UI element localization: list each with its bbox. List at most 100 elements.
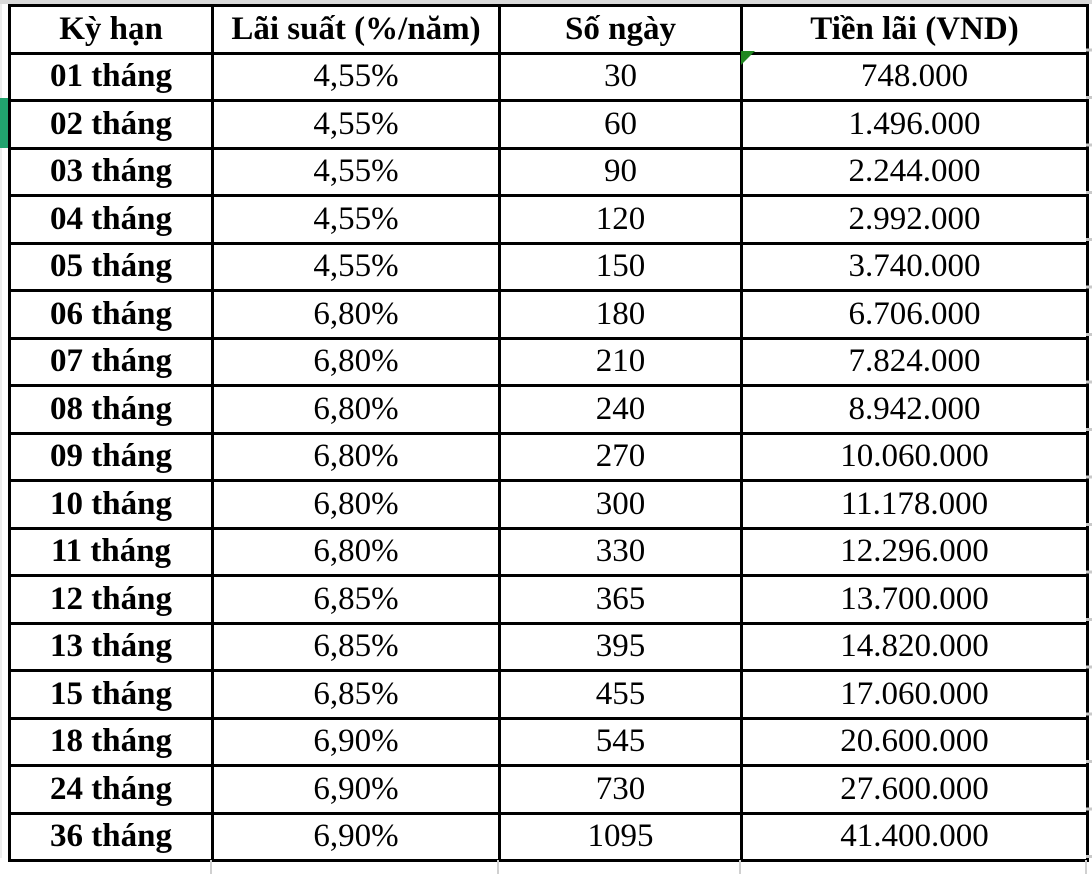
cell-rate[interactable]: 6,80% — [211, 479, 501, 530]
cell-interest[interactable]: 27.600.000 — [740, 764, 1089, 815]
table-row: 02 tháng 4,55% 60 1.496.000 — [8, 99, 1089, 150]
cell-interest[interactable]: 10.060.000 — [740, 431, 1089, 482]
cell-days[interactable]: 150 — [498, 241, 743, 292]
cell-interest[interactable]: 2.244.000 — [740, 146, 1089, 197]
cell-interest[interactable]: 14.820.000 — [740, 621, 1089, 672]
cropped-bottom-gridline — [210, 860, 212, 874]
cell-rate[interactable]: 6,90% — [211, 716, 501, 767]
cell-rate[interactable]: 6,80% — [211, 431, 501, 482]
cell-days[interactable]: 240 — [498, 384, 743, 435]
cell-days[interactable]: 545 — [498, 716, 743, 767]
cropped-right-gridline-stubs — [1086, 4, 1092, 858]
cell-term[interactable]: 10 tháng — [8, 479, 214, 530]
cell-rate[interactable]: 6,85% — [211, 621, 501, 672]
header-row: Kỳ hạn Lãi suất (%/năm) Số ngày Tiền lãi… — [8, 4, 1089, 55]
cell-term[interactable]: 08 tháng — [8, 384, 214, 435]
table-row: 13 tháng 6,85% 395 14.820.000 — [8, 621, 1089, 672]
table-row: 18 tháng 6,90% 545 20.600.000 — [8, 716, 1089, 767]
table-row: 15 tháng 6,85% 455 17.060.000 — [8, 669, 1089, 720]
cropped-bottom-gridline — [497, 860, 499, 874]
cell-rate[interactable]: 6,90% — [211, 811, 501, 862]
cell-interest[interactable]: 13.700.000 — [740, 574, 1089, 625]
cell-rate[interactable]: 4,55% — [211, 194, 501, 245]
table-row: 07 tháng 6,80% 210 7.824.000 — [8, 336, 1089, 387]
cell-days[interactable]: 270 — [498, 431, 743, 482]
cell-rate[interactable]: 4,55% — [211, 241, 501, 292]
cell-term[interactable]: 36 tháng — [8, 811, 214, 862]
cell-rate[interactable]: 4,55% — [211, 99, 501, 150]
cell-days[interactable]: 60 — [498, 99, 743, 150]
cropped-bottom-gridline — [739, 860, 741, 874]
cell-rate[interactable]: 6,85% — [211, 669, 501, 720]
cell-days[interactable]: 365 — [498, 574, 743, 625]
table-row: 03 tháng 4,55% 90 2.244.000 — [8, 146, 1089, 197]
cell-term[interactable]: 12 tháng — [8, 574, 214, 625]
cell-term[interactable]: 05 tháng — [8, 241, 214, 292]
cell-days[interactable]: 300 — [498, 479, 743, 530]
cell-interest[interactable]: 20.600.000 — [740, 716, 1089, 767]
cell-days[interactable]: 330 — [498, 526, 743, 577]
cell-term[interactable]: 06 tháng — [8, 289, 214, 340]
interest-rate-table: Kỳ hạn Lãi suất (%/năm) Số ngày Tiền lãi… — [8, 4, 1089, 862]
cell-interest[interactable]: 41.400.000 — [740, 811, 1089, 862]
cell-interest[interactable]: 12.296.000 — [740, 526, 1089, 577]
cell-interest[interactable]: 8.942.000 — [740, 384, 1089, 435]
table-row: 11 tháng 6,80% 330 12.296.000 — [8, 526, 1089, 577]
header-cell-interest[interactable]: Tiền lãi (VND) — [740, 4, 1089, 55]
cell-term[interactable]: 15 tháng — [8, 669, 214, 720]
table-row: 04 tháng 4,55% 120 2.992.000 — [8, 194, 1089, 245]
cell-rate[interactable]: 6,85% — [211, 574, 501, 625]
cell-term[interactable]: 18 tháng — [8, 716, 214, 767]
table-row: 06 tháng 6,80% 180 6.706.000 — [8, 289, 1089, 340]
table-row: 01 tháng 4,55% 30 748.000 — [8, 51, 1089, 102]
cell-term[interactable]: 04 tháng — [8, 194, 214, 245]
cell-term[interactable]: 02 tháng — [8, 99, 214, 150]
cell-term[interactable]: 07 tháng — [8, 336, 214, 387]
cropped-top-gridline-strip — [0, 0, 1092, 4]
table-row: 05 tháng 4,55% 150 3.740.000 — [8, 241, 1089, 292]
cell-rate[interactable]: 4,55% — [211, 51, 501, 102]
header-cell-rate[interactable]: Lãi suất (%/năm) — [211, 4, 501, 55]
cell-days[interactable]: 455 — [498, 669, 743, 720]
cell-days[interactable]: 90 — [498, 146, 743, 197]
cell-term[interactable]: 24 tháng — [8, 764, 214, 815]
table-row: 36 tháng 6,90% 1095 41.400.000 — [8, 811, 1089, 862]
cell-rate[interactable]: 4,55% — [211, 146, 501, 197]
header-cell-term[interactable]: Kỳ hạn — [8, 4, 214, 55]
row-selection-indicator — [0, 98, 8, 148]
cell-interest[interactable]: 17.060.000 — [740, 669, 1089, 720]
cell-interest[interactable]: 2.992.000 — [740, 194, 1089, 245]
cropped-bottom-gridline — [1085, 860, 1087, 874]
cell-interest[interactable]: 6.706.000 — [740, 289, 1089, 340]
cell-rate[interactable]: 6,80% — [211, 384, 501, 435]
cell-term[interactable]: 01 tháng — [8, 51, 214, 102]
table-row: 09 tháng 6,80% 270 10.060.000 — [8, 431, 1089, 482]
cell-term[interactable]: 13 tháng — [8, 621, 214, 672]
cell-days[interactable]: 180 — [498, 289, 743, 340]
cell-interest[interactable]: 3.740.000 — [740, 241, 1089, 292]
cell-term[interactable]: 03 tháng — [8, 146, 214, 197]
cell-days[interactable]: 730 — [498, 764, 743, 815]
cropped-left-edge — [0, 4, 2, 858]
cell-term[interactable]: 11 tháng — [8, 526, 214, 577]
cell-rate[interactable]: 6,90% — [211, 764, 501, 815]
cell-days[interactable]: 1095 — [498, 811, 743, 862]
cell-interest[interactable]: 1.496.000 — [740, 99, 1089, 150]
table-row: 12 tháng 6,85% 365 13.700.000 — [8, 574, 1089, 625]
cell-rate[interactable]: 6,80% — [211, 289, 501, 340]
cell-days[interactable]: 120 — [498, 194, 743, 245]
cell-days[interactable]: 395 — [498, 621, 743, 672]
cell-flag-triangle-icon — [741, 51, 755, 65]
table-row: 24 tháng 6,90% 730 27.600.000 — [8, 764, 1089, 815]
cell-interest[interactable]: 7.824.000 — [740, 336, 1089, 387]
cell-interest[interactable]: 11.178.000 — [740, 479, 1089, 530]
cell-days[interactable]: 30 — [498, 51, 743, 102]
cell-days[interactable]: 210 — [498, 336, 743, 387]
table-row: 08 tháng 6,80% 240 8.942.000 — [8, 384, 1089, 435]
header-cell-days[interactable]: Số ngày — [498, 4, 743, 55]
cell-rate[interactable]: 6,80% — [211, 526, 501, 577]
cell-rate[interactable]: 6,80% — [211, 336, 501, 387]
cell-term[interactable]: 09 tháng — [8, 431, 214, 482]
cell-interest[interactable]: 748.000 — [740, 51, 1089, 102]
